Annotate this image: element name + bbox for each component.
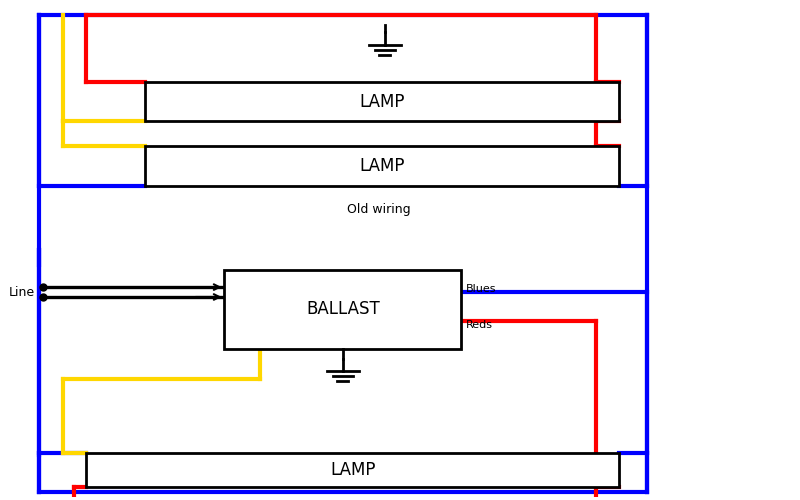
Text: Old wiring: Old wiring xyxy=(346,203,410,216)
Bar xyxy=(146,146,619,186)
Text: Yellows: Yellows xyxy=(229,332,269,342)
Text: BALLAST: BALLAST xyxy=(306,300,380,318)
Text: LAMP: LAMP xyxy=(360,92,406,110)
Bar xyxy=(225,270,462,349)
Text: Line: Line xyxy=(9,286,35,298)
Text: Blues: Blues xyxy=(466,284,496,294)
Text: Reds: Reds xyxy=(466,320,493,330)
Text: White: White xyxy=(229,296,261,306)
Bar xyxy=(146,82,619,122)
Text: LAMP: LAMP xyxy=(330,461,375,479)
Text: LAMP: LAMP xyxy=(360,157,406,175)
Bar xyxy=(86,452,619,488)
Text: Black: Black xyxy=(229,270,258,280)
